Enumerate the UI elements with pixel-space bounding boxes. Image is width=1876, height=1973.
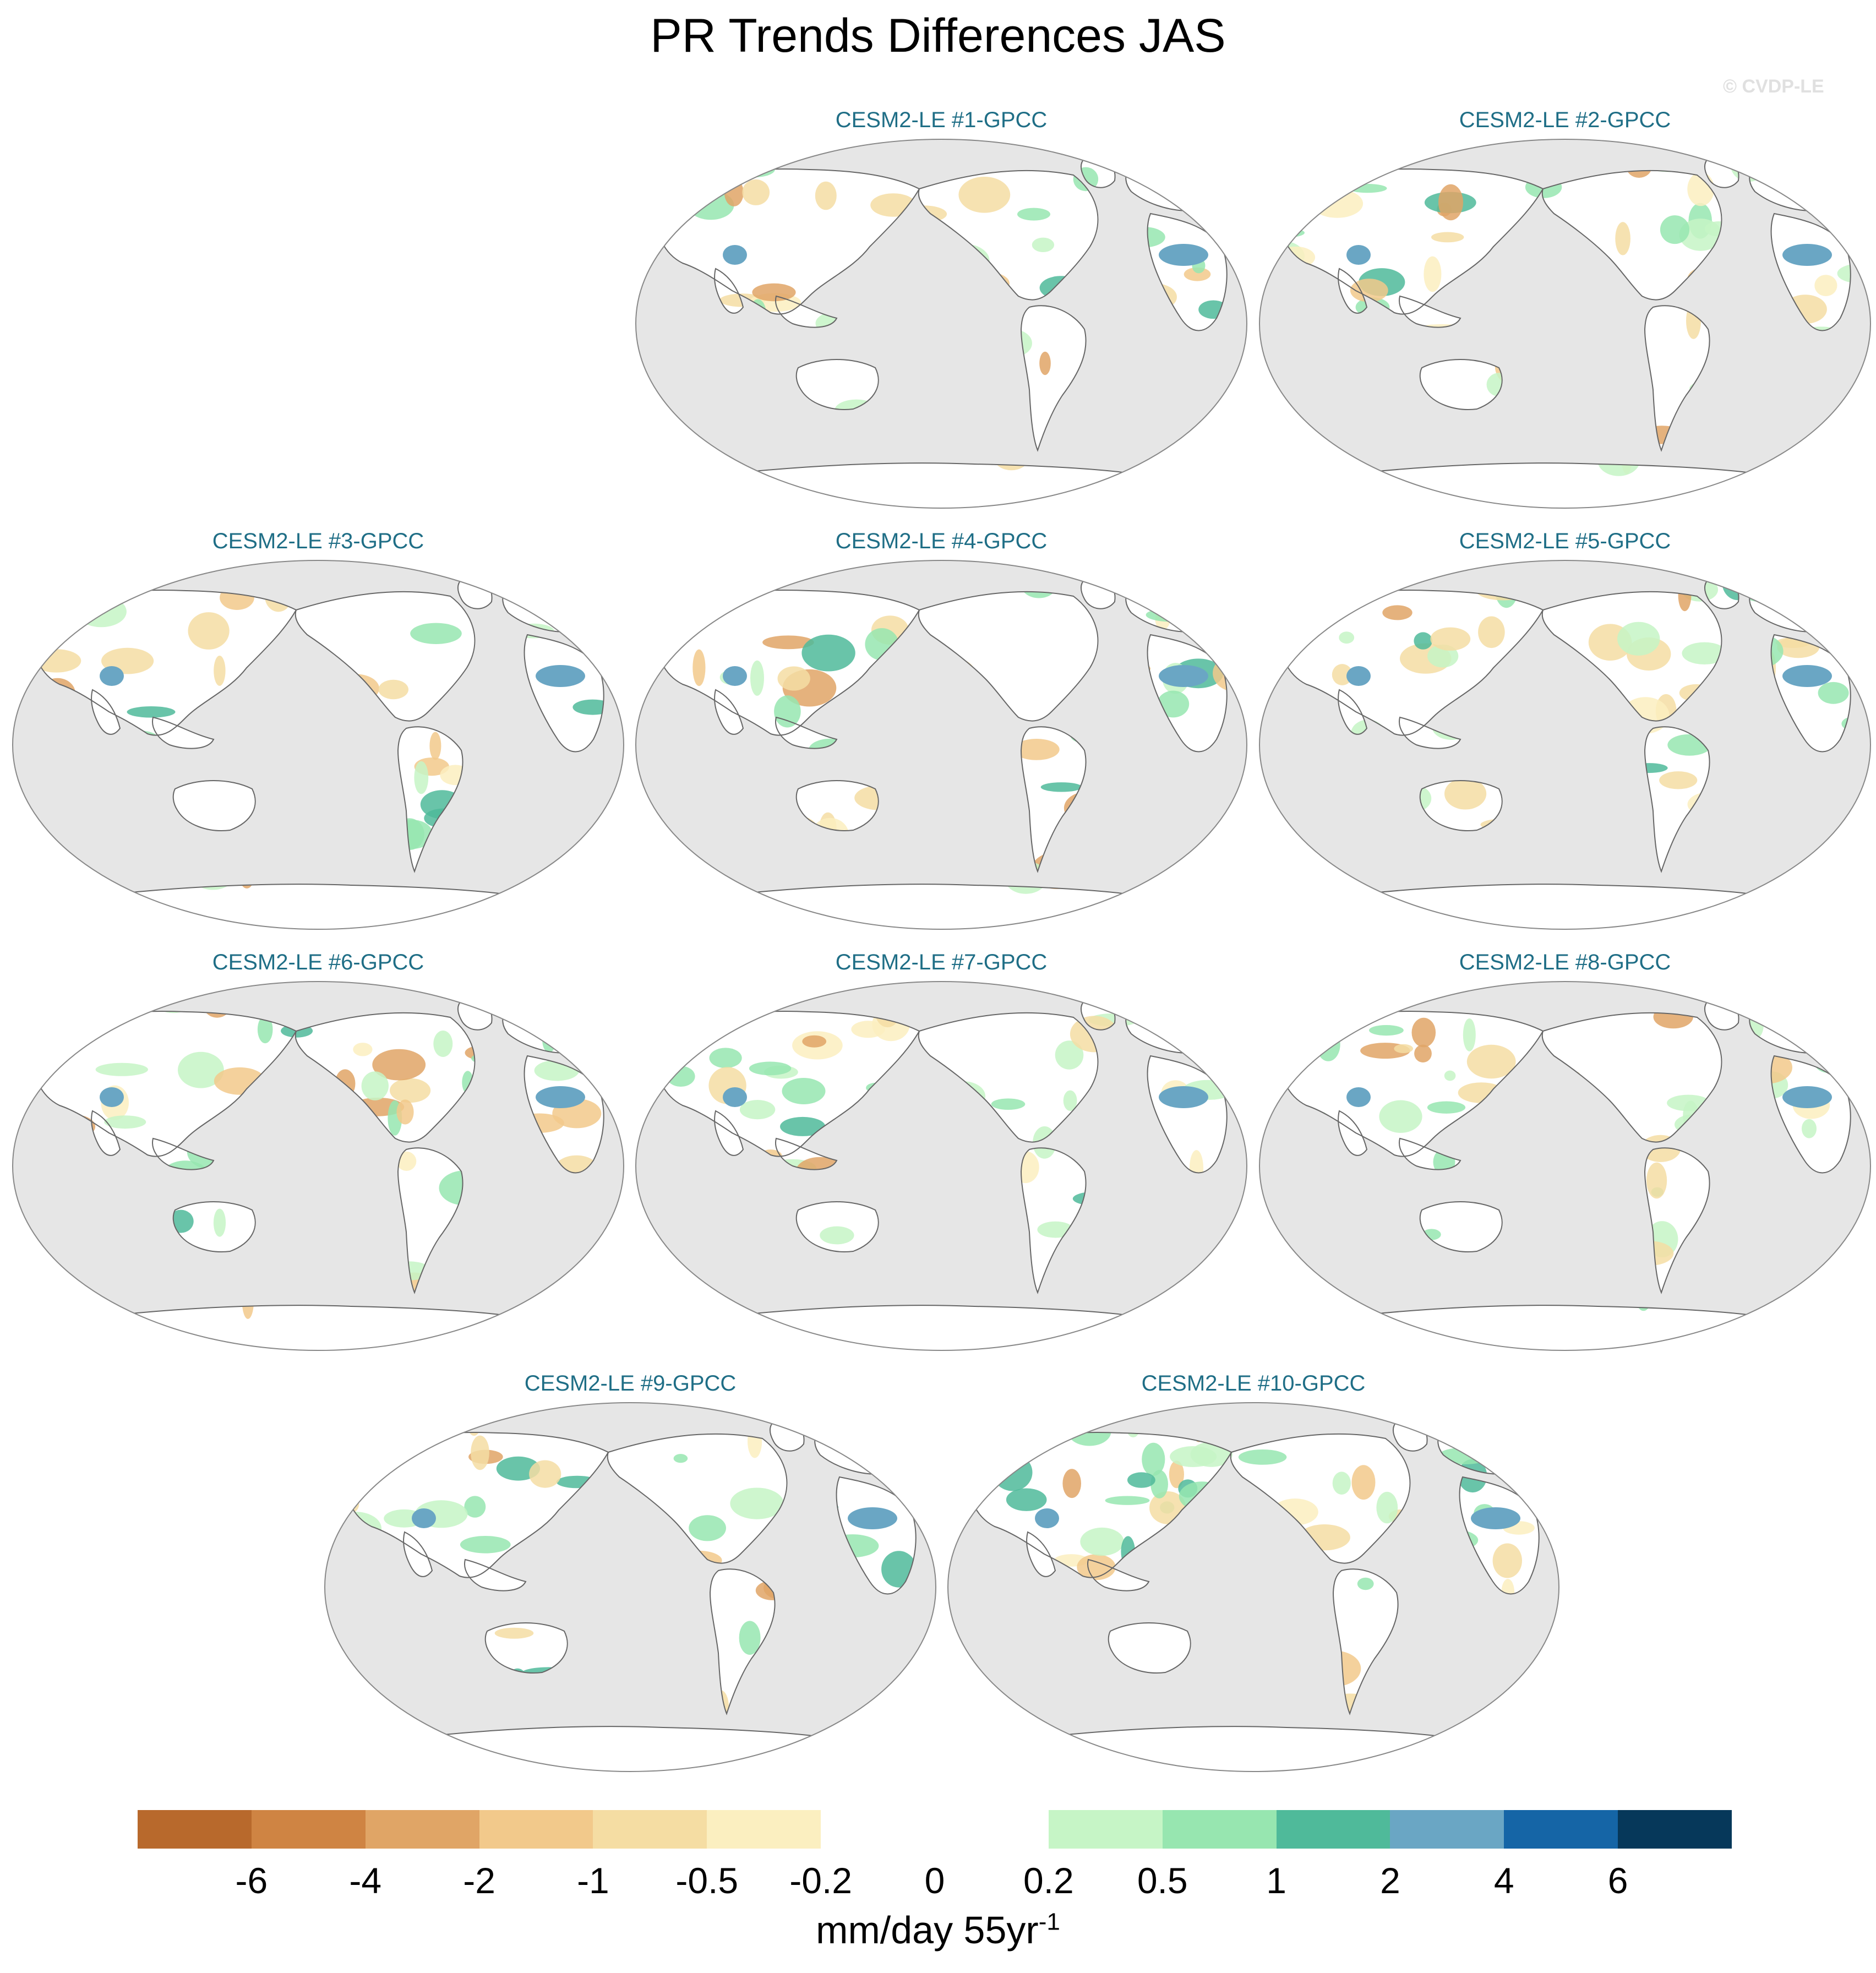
- continent-samerica: [1645, 306, 1710, 450]
- colorbar-tick-label: 0.5: [1137, 1860, 1188, 1901]
- colorbar-segment: [251, 1810, 366, 1849]
- panel-title: CESM2-LE #3-GPCC: [212, 529, 424, 553]
- colorbar-tick-label: 6: [1607, 1860, 1628, 1901]
- page-title: PR Trends Differences JAS: [650, 9, 1226, 62]
- world-map: [947, 1402, 1559, 1772]
- colorbar-segment: [935, 1810, 1049, 1849]
- panel-title: CESM2-LE #10-GPCC: [1141, 1371, 1366, 1396]
- world-map: [635, 981, 1247, 1351]
- panel-title: CESM2-LE #1-GPCC: [835, 108, 1048, 132]
- world-map: [1259, 981, 1871, 1351]
- world-map: [12, 981, 624, 1351]
- map-panel: CESM2-LE #9-GPCC: [322, 1372, 939, 1773]
- colorbar-segment: [138, 1810, 252, 1849]
- continent-samerica: [1021, 306, 1086, 450]
- globe-border: [1259, 139, 1871, 509]
- colorbar-tick-label: -4: [349, 1860, 382, 1901]
- continent-namerica: [918, 1012, 1098, 1142]
- continent-namerica: [918, 591, 1098, 721]
- panel-title: CESM2-LE #8-GPCC: [1459, 950, 1671, 974]
- continent-namerica: [607, 1434, 787, 1563]
- colorbar-segment: [1504, 1810, 1618, 1849]
- colorbar-tick-label: -6: [235, 1860, 268, 1901]
- panel-title: CESM2-LE #9-GPCC: [524, 1371, 737, 1396]
- colorbar: [138, 1810, 1732, 1849]
- colorbar-units: mm/day 55yr-1: [0, 1908, 1876, 1952]
- colorbar-tick-label: 0: [924, 1860, 945, 1901]
- panel-title: CESM2-LE #6-GPCC: [212, 950, 424, 974]
- continent-africa: [524, 635, 604, 752]
- panel-title: CESM2-LE #4-GPCC: [835, 529, 1048, 553]
- continent-seasia: [1399, 717, 1460, 749]
- colorbar-tick-label: 0.2: [1023, 1860, 1074, 1901]
- continent-samerica: [1021, 727, 1086, 871]
- world-map: [12, 560, 624, 930]
- map-panel: CESM2-LE #7-GPCC: [633, 951, 1250, 1352]
- continent-africa: [1771, 635, 1851, 752]
- world-map: [324, 1402, 936, 1772]
- colorbar-segment: [707, 1810, 821, 1849]
- globe-border: [324, 1402, 936, 1772]
- map-panel: CESM2-LE #10-GPCC: [945, 1372, 1562, 1773]
- map-panel: CESM2-LE #8-GPCC: [1257, 951, 1873, 1352]
- continent-samerica: [1645, 727, 1710, 871]
- globe-border: [947, 1402, 1559, 1772]
- continent-samerica: [1021, 1148, 1086, 1293]
- world-map: [1259, 139, 1871, 509]
- colorbar-segment: [1162, 1810, 1277, 1849]
- continent-africa: [1771, 214, 1851, 331]
- world-map: [1259, 560, 1871, 930]
- map-panel: CESM2-LE #4-GPCC: [633, 530, 1250, 931]
- globe-border: [12, 560, 624, 930]
- continent-australia: [1420, 1202, 1502, 1252]
- colorbar-tick-label: -1: [577, 1860, 609, 1901]
- colorbar-tick-label: -2: [463, 1860, 495, 1901]
- globe-border: [635, 139, 1247, 509]
- map-panel: CESM2-LE #3-GPCC: [10, 530, 626, 931]
- continent-australia: [796, 359, 879, 410]
- colorbar-segment: [1048, 1810, 1163, 1849]
- continent-australia: [1108, 1623, 1191, 1673]
- globe-border: [12, 981, 624, 1351]
- continent-australia: [1420, 359, 1502, 410]
- world-map: [635, 560, 1247, 930]
- panel-title: CESM2-LE #5-GPCC: [1459, 529, 1671, 553]
- globe-border: [1259, 560, 1871, 930]
- map-panel: CESM2-LE #2-GPCC: [1257, 109, 1873, 510]
- globe-border: [635, 560, 1247, 930]
- colorbar-tick-label: 1: [1266, 1860, 1286, 1901]
- colorbar-segment: [365, 1810, 480, 1849]
- units-exponent: -1: [1038, 1908, 1060, 1936]
- panel-title: CESM2-LE #2-GPCC: [1459, 108, 1671, 132]
- colorbar-tick-label: -0.5: [675, 1860, 739, 1901]
- colorbar-segment: [1276, 1810, 1390, 1849]
- continent-australia: [173, 781, 255, 831]
- continent-seasia: [152, 717, 214, 749]
- colorbar-tick-label: 2: [1380, 1860, 1400, 1901]
- watermark: © CVDP-LE: [1723, 76, 1824, 97]
- colorbar-tick-label: -0.2: [789, 1860, 853, 1901]
- panel-title: CESM2-LE #7-GPCC: [835, 950, 1048, 974]
- map-panel: CESM2-LE #1-GPCC: [633, 109, 1250, 510]
- continent-seasia: [465, 1560, 526, 1591]
- map-panel: CESM2-LE #6-GPCC: [10, 951, 626, 1352]
- continent-seasia: [1399, 296, 1460, 328]
- colorbar-segment: [479, 1810, 593, 1849]
- units-main: mm/day 55yr: [816, 1909, 1039, 1952]
- continent-namerica: [1542, 170, 1722, 300]
- map-panel: CESM2-LE #5-GPCC: [1257, 530, 1873, 931]
- globe-border: [635, 981, 1247, 1351]
- globe-border: [1259, 981, 1871, 1351]
- colorbar-segment: [1390, 1810, 1504, 1849]
- world-map: [635, 139, 1247, 509]
- colorbar-tick-label: 4: [1493, 1860, 1514, 1901]
- colorbar-segment: [821, 1810, 935, 1849]
- colorbar-segment: [1618, 1810, 1732, 1849]
- colorbar-segment: [593, 1810, 707, 1849]
